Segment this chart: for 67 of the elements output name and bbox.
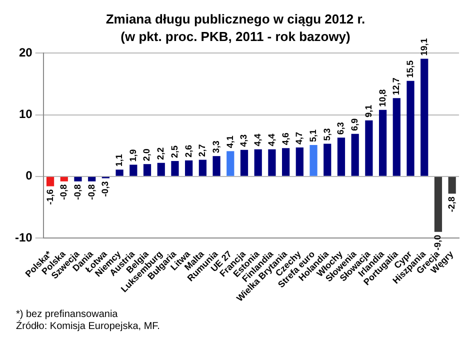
bar — [434, 176, 442, 232]
data-label: 19,1 — [418, 38, 429, 56]
data-label: 5,3 — [322, 128, 332, 141]
bar — [143, 164, 152, 176]
data-label: -0,8 — [86, 184, 96, 200]
bar — [406, 80, 414, 176]
data-label: 1,1 — [114, 154, 124, 167]
chart-title: Zmiana długu publicznego w ciągu 2012 r. — [106, 11, 366, 26]
y-tick-label: 0 — [26, 168, 33, 183]
data-label: 4,6 — [280, 132, 290, 146]
text: *) bez prefinansowania — [16, 309, 118, 320]
data-label: 10,8 — [377, 89, 388, 107]
bar — [88, 176, 96, 182]
bar — [310, 144, 318, 176]
bar — [282, 148, 290, 176]
data-label: -1,6 — [44, 189, 55, 205]
data-label: 2,7 — [197, 144, 208, 157]
data-label: 4,7 — [294, 132, 304, 144]
bar — [116, 170, 124, 176]
chart-subtitle: (w pkt. proc. PKB, 2011 - rok bazowy) — [120, 28, 350, 44]
data-label: 5,1 — [308, 129, 318, 142]
data-label: 4,4 — [252, 134, 263, 146]
data-label: 2,0 — [142, 148, 152, 162]
data-label: 12,7 — [391, 78, 402, 96]
bar — [60, 176, 68, 182]
bar — [296, 147, 304, 176]
data-label: -2,8 — [446, 196, 457, 212]
bar — [392, 98, 400, 176]
data-label: 4,3 — [238, 134, 249, 147]
data-label: 4,1 — [224, 136, 235, 148]
data-label: 2,5 — [169, 146, 180, 158]
data-label: 2,2 — [156, 147, 166, 160]
bar — [212, 156, 220, 176]
y-tick-label: 20 — [18, 46, 33, 60]
bar — [254, 149, 262, 176]
bar — [74, 176, 82, 182]
bar — [185, 160, 193, 176]
bar — [198, 160, 206, 176]
data-label: 6,3 — [336, 122, 346, 135]
data-label: 9,1 — [363, 104, 374, 118]
bar — [268, 149, 276, 176]
data-label: 3,3 — [211, 140, 222, 154]
y-tick-label: 10 — [18, 107, 33, 122]
data-label: 2,6 — [183, 144, 194, 158]
text: Źródło: Komisja Europejska, MF. — [16, 320, 160, 332]
bar — [420, 58, 428, 176]
bar — [324, 144, 332, 176]
bar — [448, 176, 456, 194]
data-label: 6,9 — [350, 118, 360, 131]
data-label: 1,9 — [128, 149, 138, 162]
bar — [46, 176, 54, 186]
data-label: -0,8 — [58, 184, 69, 200]
data-label: 4,4 — [266, 134, 276, 146]
data-label: -9,0 — [432, 234, 443, 250]
bar — [351, 134, 359, 176]
bar — [337, 138, 346, 176]
bar — [226, 151, 234, 176]
bar — [378, 110, 387, 176]
bar — [157, 162, 165, 176]
bar — [171, 161, 179, 176]
data-label: -0,8 — [72, 184, 82, 200]
data-label: 15,5 — [404, 60, 415, 78]
data-label: -0,3 — [100, 181, 110, 197]
bar — [240, 150, 248, 176]
bar — [130, 164, 138, 176]
y-tick-label: -10 — [15, 230, 33, 244]
bar — [365, 120, 373, 176]
